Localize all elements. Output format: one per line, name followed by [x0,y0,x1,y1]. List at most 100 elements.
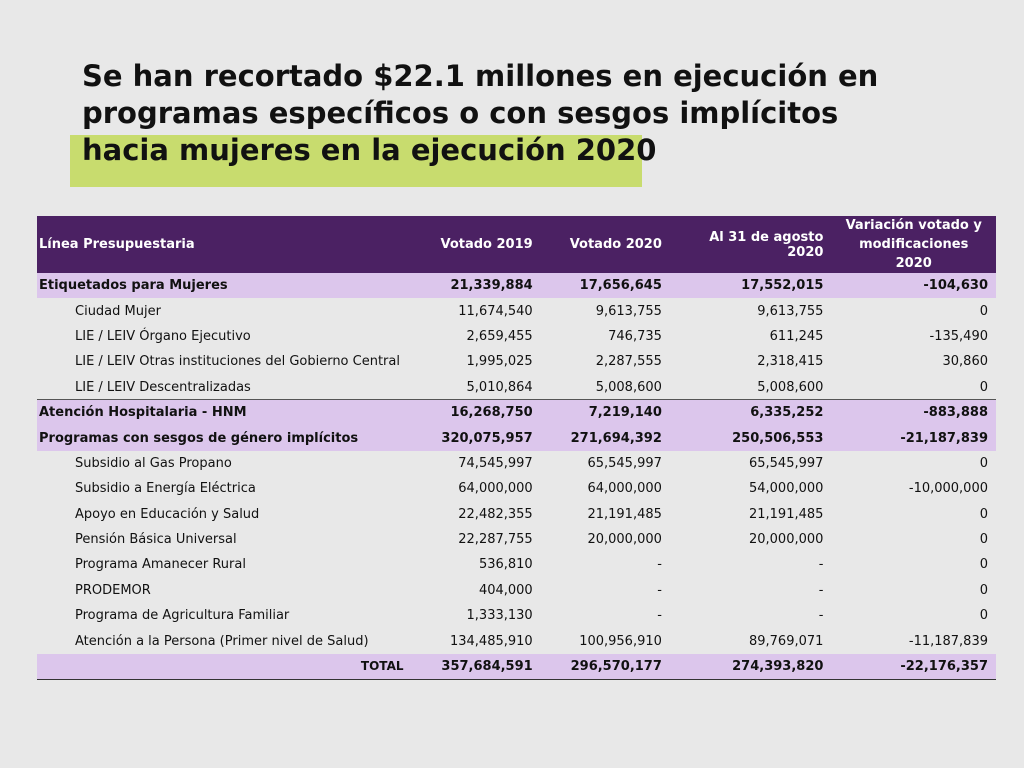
variacion-cell: -10,000,000 [908,481,988,497]
al-31-agosto-cell: 2,318,415 [757,354,824,370]
row-label: Subsidio a Energía Eléctrica [75,481,256,497]
table-row: LIE / LEIV Otras instituciones del Gobie… [37,349,996,374]
total-row: TOTAL 357,684,591 296,570,177 274,393,820 -2… [37,653,996,680]
votado-2019-cell: 5,010,864 [466,379,533,395]
votado-2019-cell: 16,268,750 [411,399,541,426]
title-line-2: programas específicos o con sesgos implí… [82,96,839,130]
al-31-agosto-cell: 6,335,252 [669,399,832,426]
row-label: Atención Hospitalaria - HNM [37,399,412,426]
votado-2019-cell: 536,810 [478,557,533,573]
row-label: Subsidio al Gas Propano [75,455,232,471]
al-31-agosto-cell: 54,000,000 [748,481,824,497]
row-label: TOTAL [360,659,404,674]
votado-2019-cell: 64,000,000 [458,481,533,497]
votado-2020-cell: 20,000,000 [587,532,662,548]
votado-2019-cell: 74,545,997 [458,455,533,471]
group-row: Etiquetados para Mujeres 21,339,884 17,656… [37,273,996,299]
votado-2020-cell: 746,735 [608,328,662,344]
votado-2019-cell: 2,659,455 [466,328,533,344]
al-31-agosto-cell: 17,552,015 [741,278,824,294]
variacion-cell: 0 [979,506,988,522]
title-line-1: Se han recortado $22.1 millones en ejecu… [82,59,879,93]
table-row: Atención a la Persona (Primer nivel de S… [37,628,996,653]
votado-2020-cell: 2,287,555 [595,354,662,370]
votado-2020-cell: 100,956,910 [579,633,662,649]
votado-2020-cell: 65,545,997 [587,455,662,471]
al-31-agosto-cell: - [818,582,824,598]
table-row: Subsidio a Energía Eléctrica 64,000,000 64… [37,476,996,501]
header-label: Línea Presupuestaria [39,237,195,252]
al-31-agosto-cell: 21,191,485 [748,506,824,522]
row-label: Etiquetados para Mujeres [39,278,228,294]
al-31-agosto-cell: 20,000,000 [748,532,824,548]
al-31-agosto-cell: 250,506,553 [732,430,824,446]
variacion-cell: 0 [979,532,988,548]
header-votado-2020: Votado 2020 [569,237,662,252]
table-row: Programa de Agricultura Familiar 1,333,13… [37,603,996,628]
row-label: Atención a la Persona (Primer nivel de S… [75,633,369,649]
table-row: LIE / LEIV Descentralizadas 5,010,864 5,00… [37,375,996,400]
header-variacion: Variación votado y modificaciones 2020 [831,216,996,273]
votado-2019-cell: 1,333,130 [466,608,533,624]
variacion-cell: 0 [979,582,988,598]
votado-2019-cell: 134,485,910 [449,633,533,649]
table-row: Pensión Básica Universal 22,287,755 20,000… [37,527,996,552]
header-votado-2019: Votado 2019 [440,237,533,252]
budget-table: Línea Presupuestaria Votado 2019 Votado … [37,216,996,680]
votado-2019-cell: 1,995,025 [466,354,533,370]
votado-2020-cell: 5,008,600 [595,379,662,395]
votado-2020-cell: 9,613,755 [595,303,662,319]
votado-2020-cell: 17,656,645 [579,278,662,294]
variacion-cell: 0 [979,303,988,319]
variacion-cell: -11,187,839 [908,633,988,649]
row-label: LIE / LEIV Órgano Ejecutivo [75,328,251,344]
header-al-31-agosto: Al 31 de agosto 2020 [709,229,824,260]
votado-2020-cell: 21,191,485 [587,506,662,522]
votado-2020-cell: - [657,557,662,573]
al-31-agosto-cell: - [818,557,824,573]
group-row: Programas con sesgos de género implícito… [37,425,996,451]
row-label: Programas con sesgos de género implícito… [39,430,359,446]
votado-2019-cell: 11,674,540 [458,303,533,319]
row-label: PRODEMOR [75,582,151,598]
al-31-agosto-cell: 611,245 [769,328,824,344]
row-label: LIE / LEIV Descentralizadas [75,379,251,395]
votado-2020-cell: - [657,608,662,624]
al-31-agosto-cell: 65,545,997 [748,455,824,471]
variacion-cell: -21,187,839 [900,430,988,446]
votado-2020-cell: 7,219,140 [540,399,670,426]
votado-2020-cell: 296,570,177 [570,658,662,674]
row-label: Pensión Básica Universal [75,532,237,548]
row-label: Programa de Agricultura Familiar [75,608,290,624]
al-31-agosto-cell: - [818,608,824,624]
votado-2019-cell: 22,482,355 [458,506,533,522]
votado-2019-cell: 404,000 [478,582,533,598]
page-title: Se han recortado $22.1 millones en ejecu… [82,58,982,169]
table-row: Programa Amanecer Rural 536,810 - - 0 [37,552,996,577]
header-row: Línea Presupuestaria Votado 2019 Votado … [37,216,996,273]
row-label: Apoyo en Educación y Salud [75,506,260,522]
al-31-agosto-cell: 9,613,755 [757,303,824,319]
variacion-cell: -22,176,357 [900,658,988,674]
header-variacion-line-2: modificaciones 2020 [859,237,969,271]
variacion-cell: 0 [979,608,988,624]
variacion-cell: -883,888 [831,399,996,426]
row-label: Ciudad Mujer [75,303,161,319]
al-31-agosto-cell: 5,008,600 [757,379,824,395]
table-row: LIE / LEIV Órgano Ejecutivo 2,659,455 746,… [37,324,996,349]
table-row: Apoyo en Educación y Salud 22,482,355 21,1… [37,502,996,527]
variacion-cell: 0 [979,379,988,395]
row-label: Programa Amanecer Rural [75,557,246,573]
group-row: Atención Hospitalaria - HNM 16,268,750 7,2… [37,399,996,426]
table-row: PRODEMOR 404,000 - - 0 [37,578,996,603]
votado-2020-cell: 271,694,392 [570,430,662,446]
votado-2019-cell: 357,684,591 [441,658,533,674]
table-body: Etiquetados para Mujeres 21,339,884 17,656… [37,273,996,680]
variacion-cell: 0 [979,455,988,471]
title-line-3: hacia mujeres en la ejecución 2020 [82,133,657,167]
table-row: Ciudad Mujer 11,674,540 9,613,755 9,613,755… [37,298,996,323]
al-31-agosto-cell: 274,393,820 [732,658,824,674]
title-highlight [70,135,642,187]
table-row: Subsidio al Gas Propano 74,545,997 65,545,… [37,451,996,476]
table-header: Línea Presupuestaria Votado 2019 Votado … [37,216,996,273]
